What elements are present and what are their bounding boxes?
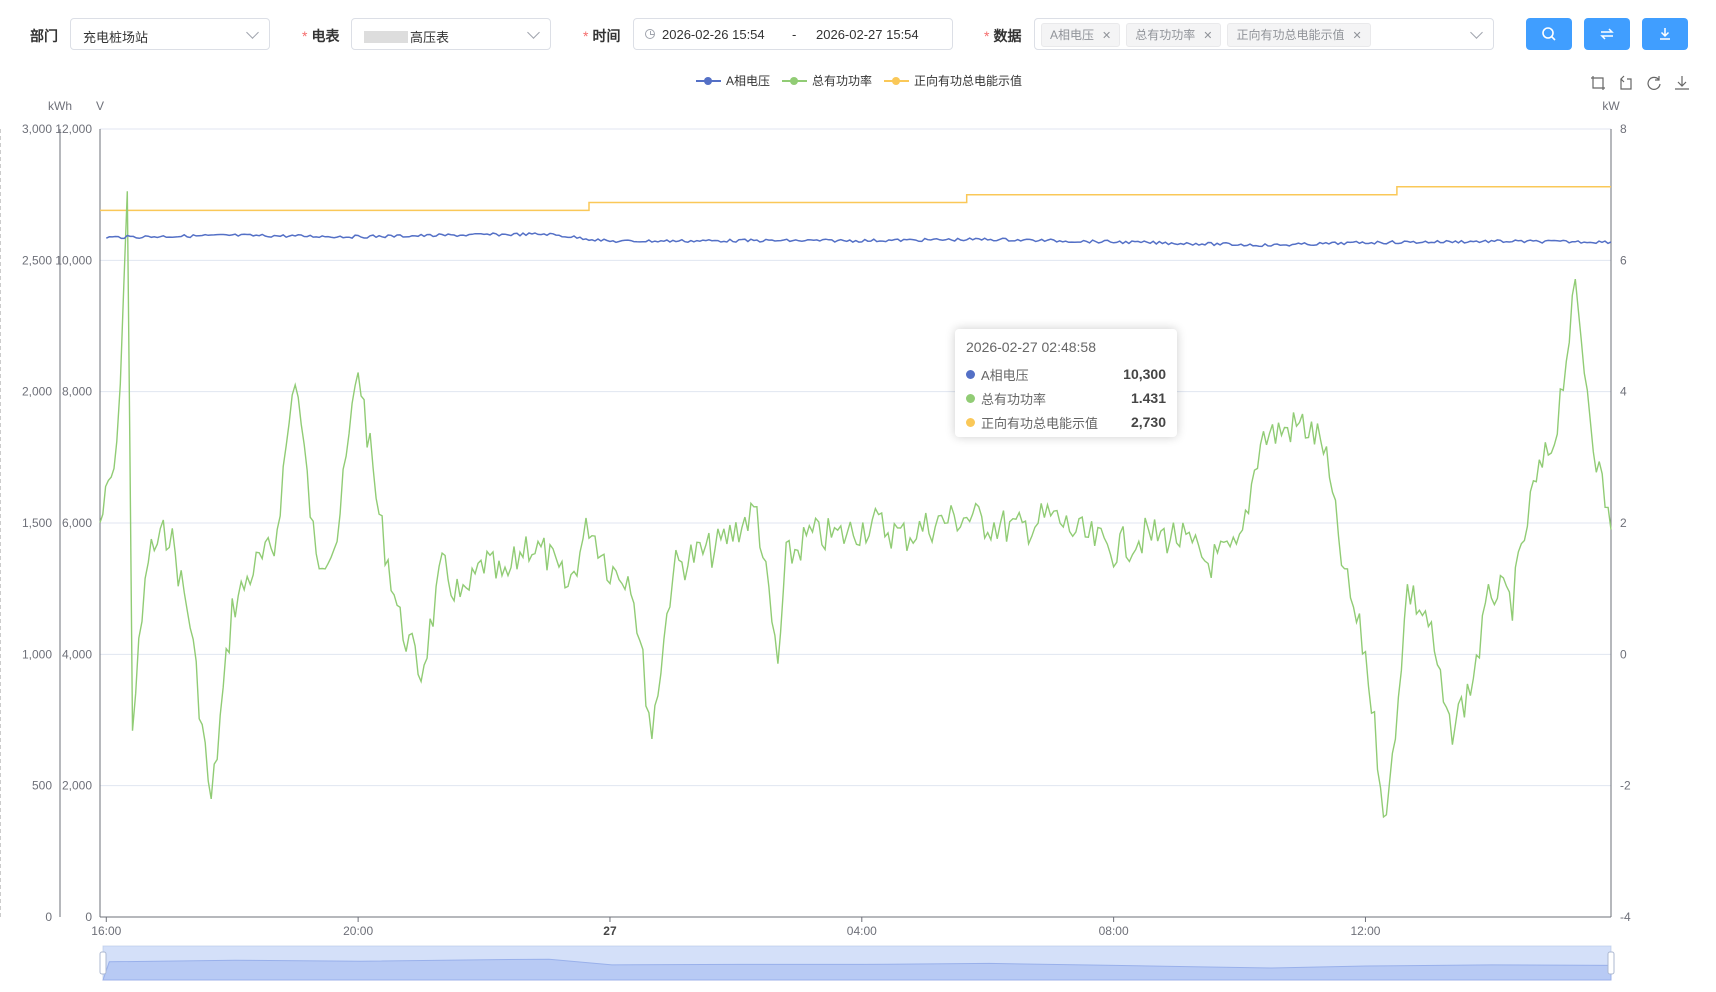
y-tick-label-kw: 0 [1620,647,1627,661]
y-tick-label-v: 0 [85,910,92,924]
y-tick-label-kwh: 1,000 [22,647,52,661]
y-tick-label-kw: -2 [1620,779,1631,793]
y-tick-label-kw: 2 [1620,516,1627,530]
y-tick-label-v: 12,000 [55,122,92,136]
tooltip-row: 正向有功总电能示值 2,730 [966,410,1166,434]
tooltip-dot [966,370,975,379]
datazoom-handle-right[interactable] [1608,952,1614,974]
y-tick-label-kwh: 0 [45,910,52,924]
tooltip-time: 2026-02-27 02:48:58 [966,339,1166,355]
tooltip-row: 总有功功率 1.431 [966,386,1166,410]
y-tick-label-kw: -4 [1620,910,1631,924]
y-axis-unit-kwh: kWh [48,99,72,113]
x-tick-label: 16:00 [91,924,121,938]
y-tick-label-v: 6,000 [62,516,92,530]
y-tick-label-kwh: 500 [32,779,52,793]
datazoom-selection [103,946,1611,980]
chart-tooltip: 2026-02-27 02:48:58 A相电压 10,300 总有功功率 1.… [955,329,1177,437]
y-axis-unit-kw: kW [1602,99,1620,113]
tooltip-dot [966,394,975,403]
series-line-voltage [106,233,1611,246]
y-tick-label-kwh: 2,500 [22,253,52,267]
y-tick-label-kw: 4 [1620,385,1627,399]
y-axis-unit-v: V [96,99,104,113]
x-tick-label: 04:00 [847,924,877,938]
tooltip-row: A相电压 10,300 [966,362,1166,386]
y-tick-label-v: 10,000 [55,253,92,267]
y-tick-label-v: 2,000 [62,779,92,793]
y-tick-label-v: 8,000 [62,385,92,399]
x-tick-label: 20:00 [343,924,373,938]
series-line-energy [100,187,1611,211]
y-tick-label-kw: 8 [1620,122,1627,136]
x-tick-label: 08:00 [1099,924,1129,938]
y-tick-label-v: 4,000 [62,647,92,661]
y-tick-label-kwh: 3,000 [22,122,52,136]
x-tick-label: 27 [603,924,617,938]
y-tick-label-kwh: 2,000 [22,385,52,399]
y-tick-label-kw: 6 [1620,253,1627,267]
tooltip-dot [966,418,975,427]
datazoom-handle-left[interactable] [100,952,106,974]
series-line-power [100,191,1611,817]
x-tick-label: 12:00 [1350,924,1380,938]
y-tick-label-kwh: 1,500 [22,516,52,530]
